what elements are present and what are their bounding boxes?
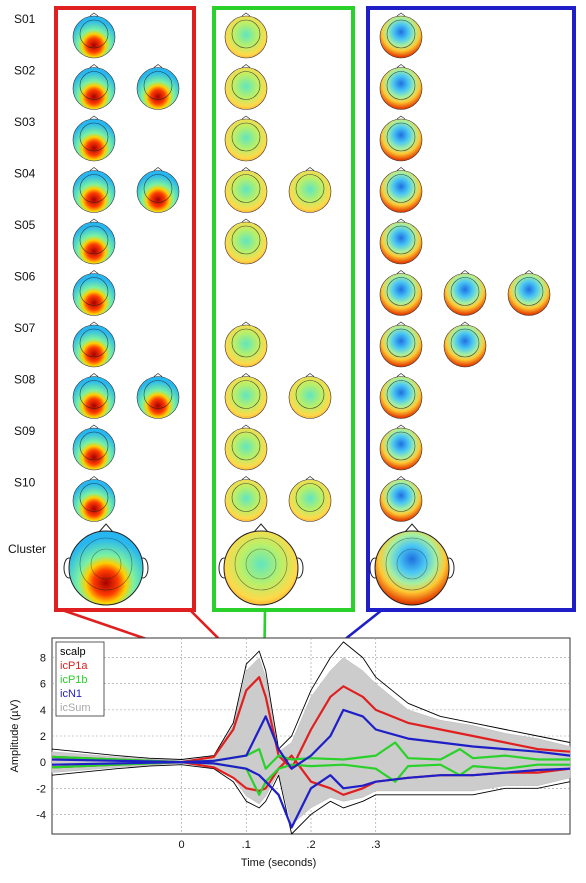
topomap <box>225 374 267 419</box>
topomap <box>225 219 267 264</box>
topomap <box>380 65 422 110</box>
y-tick-label: 8 <box>40 653 46 665</box>
topomap <box>73 425 115 470</box>
legend-item-icn1: icN1 <box>60 688 82 700</box>
y-tick-label: 2 <box>40 731 46 743</box>
cluster-label: Cluster <box>8 542 46 556</box>
panel-icp1a <box>56 8 194 610</box>
topomap <box>225 477 267 522</box>
chart-legend: scalp icP1a icP1b icN1 icSum <box>56 642 104 716</box>
topomap <box>289 168 331 213</box>
topomap <box>225 322 267 367</box>
row-label-s03: S03 <box>14 115 36 129</box>
x-axis-label: Time (seconds) <box>241 857 316 869</box>
topomap <box>289 374 331 419</box>
panel-icp1b <box>214 8 353 610</box>
topomap <box>73 219 115 264</box>
topomap <box>73 374 115 419</box>
topomap <box>73 65 115 110</box>
topomap <box>73 271 115 316</box>
topomap <box>380 322 422 367</box>
topomap <box>380 168 422 213</box>
topomap <box>289 477 331 522</box>
legend-item-icsum: icSum <box>60 702 91 714</box>
topomap <box>73 477 115 522</box>
topomap <box>380 374 422 419</box>
topomap-panels <box>56 8 574 610</box>
topomap <box>137 168 179 213</box>
x-tick-label: 0 <box>178 839 184 851</box>
row-label-s10: S10 <box>14 476 36 490</box>
row-label-s07: S07 <box>14 321 36 335</box>
row-label-s09: S09 <box>14 424 36 438</box>
subject-row-labels: S01 S02 S03 S04 S05 S06 S07 S08 S09 S10 Cluster <box>8 12 46 556</box>
topomap <box>225 116 267 161</box>
topomap <box>225 65 267 110</box>
row-label-s06: S06 <box>14 270 36 284</box>
topomap <box>380 116 422 161</box>
y-tick-label: 4 <box>40 705 46 717</box>
topomap <box>137 65 179 110</box>
row-label-s04: S04 <box>14 167 36 181</box>
topomap <box>73 322 115 367</box>
topomap <box>508 271 550 316</box>
row-label-s02: S02 <box>14 64 36 78</box>
topomap <box>444 271 486 316</box>
row-label-s05: S05 <box>14 218 36 232</box>
legend-item-icp1a: icP1a <box>60 660 88 672</box>
topomap <box>225 13 267 58</box>
x-tick-label: .2 <box>306 839 315 851</box>
legend-item-icp1b: icP1b <box>60 674 88 686</box>
row-label-s08: S08 <box>14 373 36 387</box>
cluster-topomap <box>64 524 148 605</box>
y-tick-label: 6 <box>40 679 46 691</box>
legend-item-scalp: scalp <box>60 646 86 658</box>
x-tick-label: .3 <box>371 839 380 851</box>
topomap <box>380 271 422 316</box>
topomap <box>380 425 422 470</box>
topomap <box>225 425 267 470</box>
topomap <box>73 168 115 213</box>
x-tick-label: .1 <box>242 839 251 851</box>
topomap <box>380 477 422 522</box>
panel-icn1 <box>368 8 574 610</box>
topomap <box>380 13 422 58</box>
row-label-s01: S01 <box>14 12 36 26</box>
cluster-topomap <box>219 524 303 605</box>
y-tick-label: -4 <box>36 809 46 821</box>
y-tick-label: -2 <box>36 783 46 795</box>
topomap <box>380 219 422 264</box>
topomap <box>73 13 115 58</box>
erp-chart: -4 -2 0 2 4 6 8 0 .1 .2 .3 Time (seconds) Amplitud… <box>9 638 570 869</box>
topomap <box>444 322 486 367</box>
cluster-topomap <box>370 524 454 605</box>
y-tick-label: 0 <box>40 757 46 769</box>
topomap <box>137 374 179 419</box>
y-axis-label: Amplitude (µV) <box>9 700 21 773</box>
topomap <box>73 116 115 161</box>
topomap <box>225 168 267 213</box>
